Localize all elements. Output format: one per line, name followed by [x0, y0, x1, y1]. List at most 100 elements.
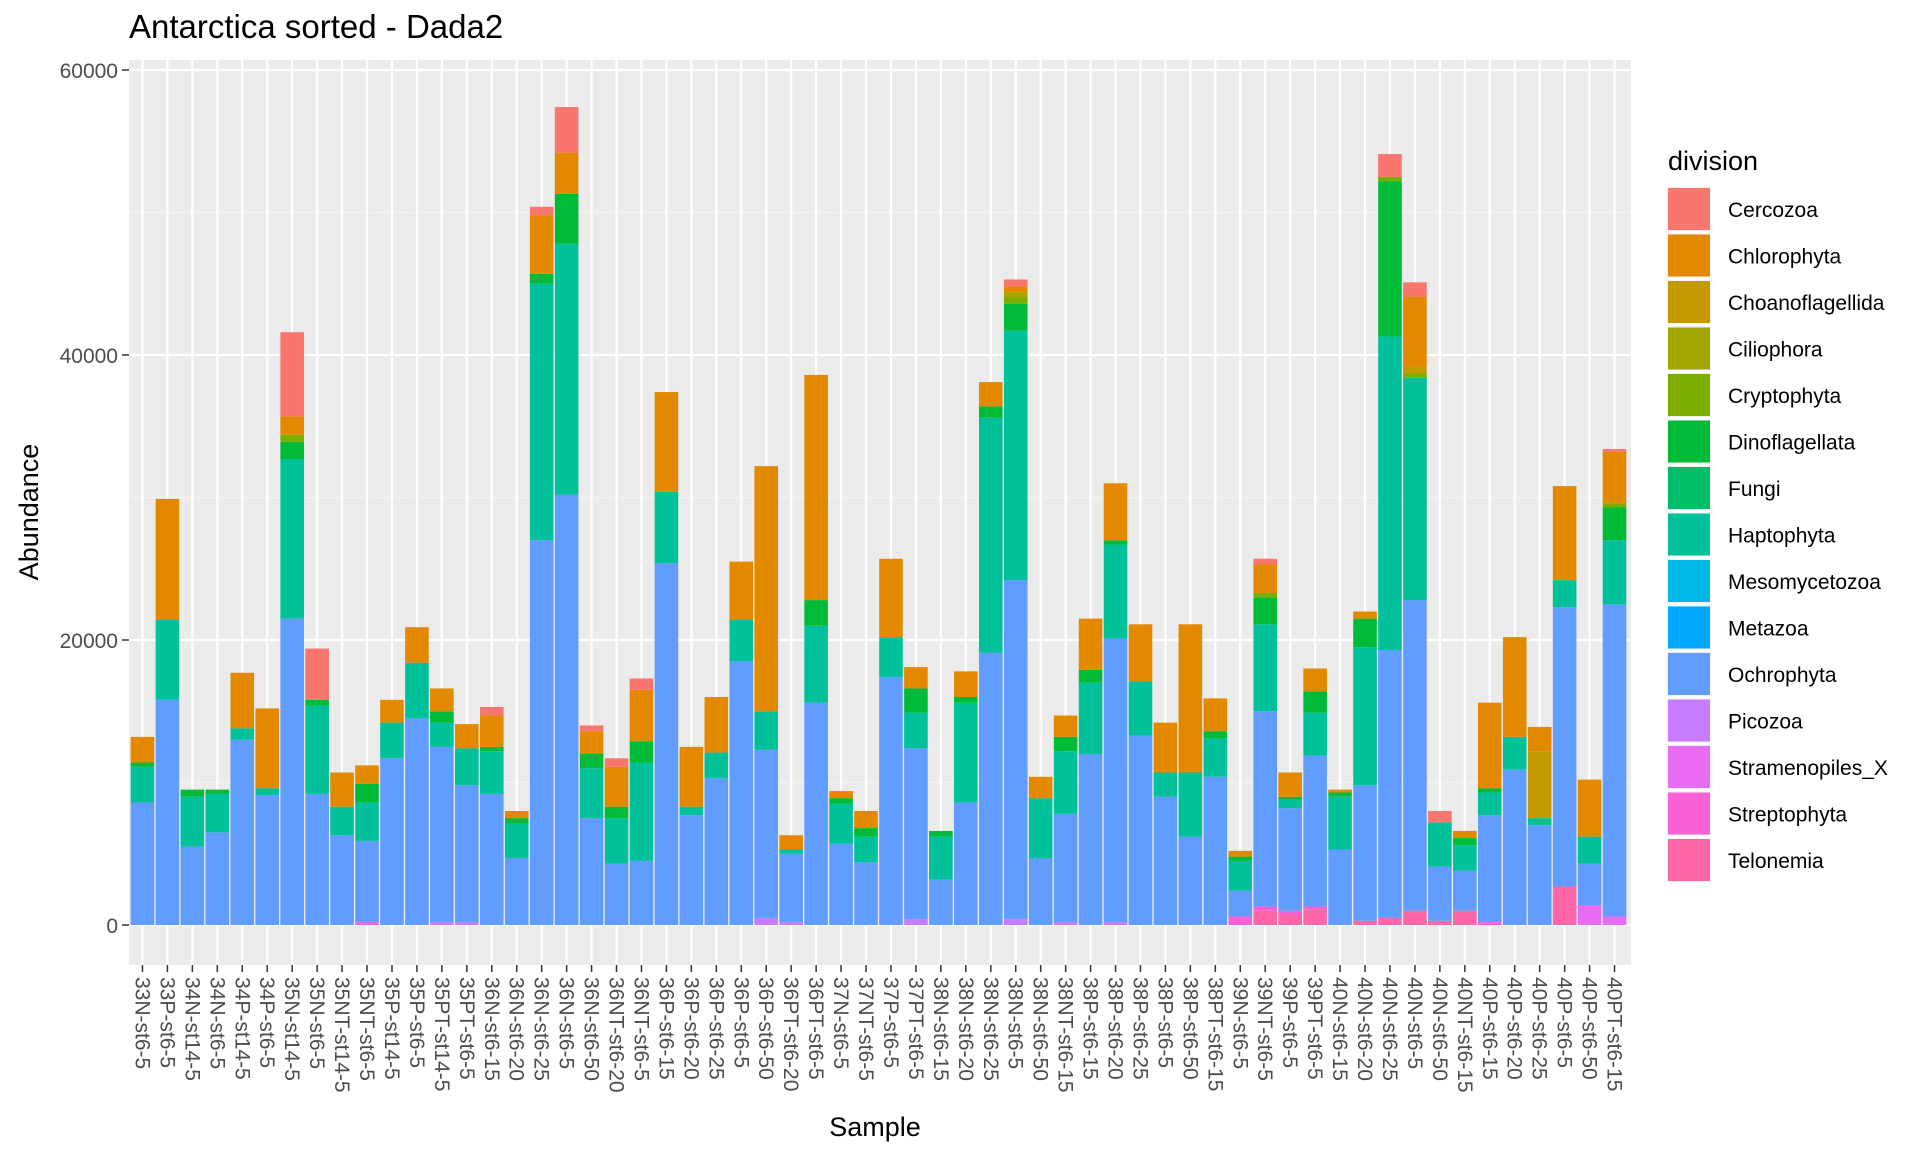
- bar-segment-haptophyta: [779, 849, 803, 854]
- bar-segment-ochrophyta: [255, 795, 280, 925]
- bar-segment-haptophyta: [280, 459, 304, 619]
- bar-segment-chlorophyta: [704, 697, 729, 753]
- bar-segment-haptophyta: [1453, 845, 1477, 871]
- bar-segment-ochrophyta: [1253, 711, 1278, 907]
- bar-segment-chlorophyta: [1103, 483, 1128, 541]
- bar-segment-ochrophyta: [1028, 858, 1053, 925]
- bar-segment-haptophyta: [1303, 712, 1327, 756]
- bar-segment-ochrophyta: [1078, 754, 1103, 925]
- bar-segment-haptophyta: [1153, 772, 1178, 797]
- bar-segment-ochrophyta: [1228, 890, 1253, 917]
- bar-stack-36N-st6-20: [504, 811, 529, 925]
- bar-segment-dinoflagellata: [504, 818, 529, 824]
- bar-segment-dinoflagellata: [954, 697, 978, 703]
- x-tick-label: 33N-st6-5: [130, 977, 153, 1069]
- bar-segment-ochrophyta: [804, 702, 828, 925]
- bar-segment-haptophyta: [1028, 798, 1053, 859]
- bar-stack-34N-st14-5: [180, 789, 205, 925]
- bar-segment-chlorophyta: [479, 715, 504, 747]
- bar-segment-chlorophyta: [1203, 698, 1228, 732]
- x-tick-label: 37PT-st6-5: [904, 977, 927, 1080]
- y-tick-label: 40000: [60, 345, 118, 368]
- bar-segment-ochrophyta: [479, 793, 504, 925]
- bar-segment-ochrophyta: [879, 677, 903, 925]
- bar-segment-haptophyta: [879, 637, 903, 678]
- bar-stack-38N-st6-5: [1003, 279, 1028, 925]
- bar-segment-haptophyta: [355, 802, 379, 841]
- bar-stack-36PT-st6-20: [779, 835, 803, 925]
- x-tick-label: 38P-st6-5: [1153, 977, 1176, 1068]
- x-tick-label: 40P-st6-15: [1478, 977, 1501, 1080]
- legend-swatch-mesomycetozoa: [1668, 560, 1710, 602]
- bar-segment-haptophyta: [954, 702, 978, 803]
- bar-segment-telonemia: [1353, 920, 1377, 925]
- bar-segment-ochrophyta: [978, 652, 1003, 925]
- bar-stack-38N-st6-20: [954, 671, 978, 925]
- bar-segment-dinoflagellata: [1003, 303, 1028, 331]
- bar-stack-38P-st6-15: [1078, 618, 1103, 925]
- bar-segment-chlorophyta: [829, 791, 853, 799]
- bar-stack-40P-st6-25: [1527, 726, 1552, 925]
- bar-segment-telonemia: [1552, 886, 1577, 925]
- bar-segment-haptophyta: [978, 417, 1003, 653]
- x-tick-label: 36P-st6-50: [754, 977, 777, 1080]
- x-tick-label: 39PT-st6-5: [1303, 977, 1326, 1080]
- bar-segment-dinoflagellata: [1228, 856, 1253, 861]
- bar-segment-cercozoa: [579, 725, 604, 732]
- bar-segment-streptophyta: [1253, 906, 1278, 911]
- bar-segment-haptophyta: [155, 620, 180, 700]
- bar-segment-cercozoa: [1378, 154, 1402, 177]
- bar-segment-chlorophyta: [1178, 624, 1203, 773]
- bar-segment-haptophyta: [679, 806, 704, 816]
- bar-segment-haptophyta: [1353, 647, 1377, 786]
- bar-segment-haptophyta: [305, 705, 329, 794]
- bar-segment-stramenopiles_x: [1602, 916, 1627, 925]
- bar-segment-ochrophyta: [1128, 735, 1153, 925]
- bar-segment-ochrophyta: [205, 832, 230, 925]
- bar-segment-ochrophyta: [754, 749, 779, 918]
- bar-segment-dinoflagellata: [1453, 838, 1477, 846]
- bar-segment-haptophyta: [504, 823, 529, 859]
- bar-segment-ochrophyta: [654, 563, 679, 925]
- bar-segment-chlorophyta: [455, 724, 479, 749]
- bar-stack-40P-st6-5: [1552, 486, 1577, 925]
- legend-label: Picozoa: [1728, 711, 1803, 734]
- bar-segment-haptophyta: [654, 491, 679, 564]
- x-tick-label: 34P-st6-5: [255, 977, 278, 1068]
- legend-swatch-ochrophyta: [1668, 653, 1710, 695]
- bar-segment-telonemia: [1403, 910, 1427, 925]
- x-tick-label: 36N-st6-50: [580, 977, 603, 1081]
- bar-segment-chlorophyta: [1552, 486, 1577, 581]
- bar-stack-36P-st6-25: [704, 697, 729, 925]
- x-tick-label: 38N-st6-25: [979, 977, 1002, 1081]
- bar-segment-chlorophyta: [579, 731, 604, 754]
- bar-stack-34P-st14-5: [230, 672, 255, 925]
- bar-segment-ochrophyta: [1203, 776, 1228, 925]
- bar-segment-haptophyta: [929, 836, 953, 880]
- bar-segment-haptophyta: [230, 728, 255, 740]
- x-tick-label: 35PT-st6-5: [455, 977, 478, 1080]
- bar-segment-chlorophyta: [155, 498, 180, 621]
- bar-segment-chlorophyta: [804, 374, 828, 601]
- bar-segment-streptophyta: [1477, 922, 1502, 925]
- bar-segment-picozoa: [904, 919, 928, 925]
- bar-segment-haptophyta: [579, 768, 604, 819]
- bar-segment-haptophyta: [1378, 336, 1402, 650]
- bar-stack-40N-st6-20: [1353, 611, 1377, 925]
- x-tick-label: 40P-st6-50: [1578, 977, 1601, 1080]
- bar-segment-picozoa: [779, 922, 803, 925]
- bar-segment-streptophyta: [355, 922, 379, 925]
- bars-layer: [130, 107, 1627, 925]
- bar-segment-chlorophyta: [380, 699, 404, 723]
- bar-segment-telonemia: [1428, 920, 1452, 925]
- bar-stack-33N-st6-5: [130, 736, 155, 925]
- x-tick-label: 38N-st6-50: [1029, 977, 1052, 1081]
- bar-segment-telonemia: [1253, 910, 1278, 925]
- bar-segment-haptophyta: [479, 751, 504, 794]
- bar-segment-chlorophyta: [255, 708, 280, 789]
- bar-segment-haptophyta: [1178, 772, 1203, 837]
- legend-label: Fungi: [1728, 478, 1781, 501]
- bar-stack-39P-st6-5: [1278, 772, 1302, 925]
- bar-segment-ochrophyta: [1103, 638, 1128, 923]
